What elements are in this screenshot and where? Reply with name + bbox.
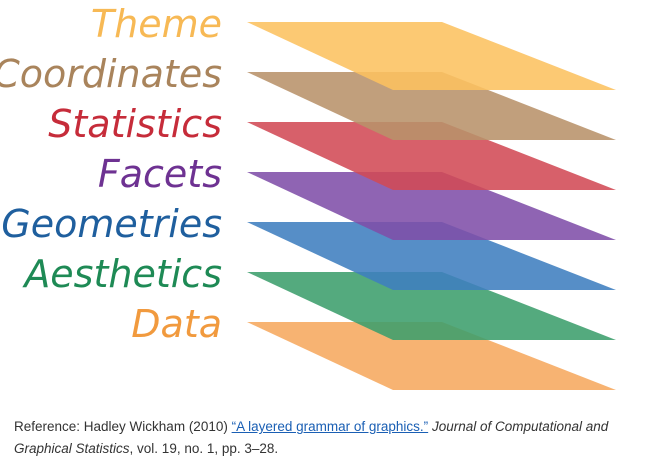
reference-citation: Reference: Hadley Wickham (2010) “A laye…	[14, 416, 639, 460]
layer-plane-statistics	[247, 122, 616, 190]
layer-plane-facets	[247, 172, 616, 240]
layer-plane-theme	[247, 22, 616, 90]
layer-planes	[247, 22, 616, 390]
reference-prefix: Reference: Hadley Wickham (2010)	[14, 419, 232, 434]
layer-label-coordinates: Coordinates	[0, 52, 222, 96]
layer-plane-aesthetics	[247, 272, 616, 340]
layer-label-facets: Facets	[98, 152, 222, 196]
layer-label-data: Data	[131, 302, 222, 346]
reference-journal: Journal of Computational and Graphical S…	[14, 419, 609, 456]
layer-labels: Data Aesthetics Geometries Facets Statistics…	[0, 2, 222, 346]
layer-label-statistics: Statistics	[48, 102, 222, 146]
layer-plane-data	[247, 322, 616, 390]
layered-grammar-diagram: Data Aesthetics Geometries Facets Statistics…	[0, 2, 616, 390]
layer-plane-coordinates	[247, 72, 616, 140]
layer-plane-geometries	[247, 222, 616, 290]
layer-label-geometries: Geometries	[1, 202, 222, 246]
reference-suffix: , vol. 19, no. 1, pp. 3–28.	[129, 441, 279, 456]
reference-link[interactable]: “A layered grammar of graphics.”	[231, 419, 429, 434]
layer-label-aesthetics: Aesthetics	[21, 252, 222, 296]
layer-label-theme: Theme	[91, 2, 222, 46]
